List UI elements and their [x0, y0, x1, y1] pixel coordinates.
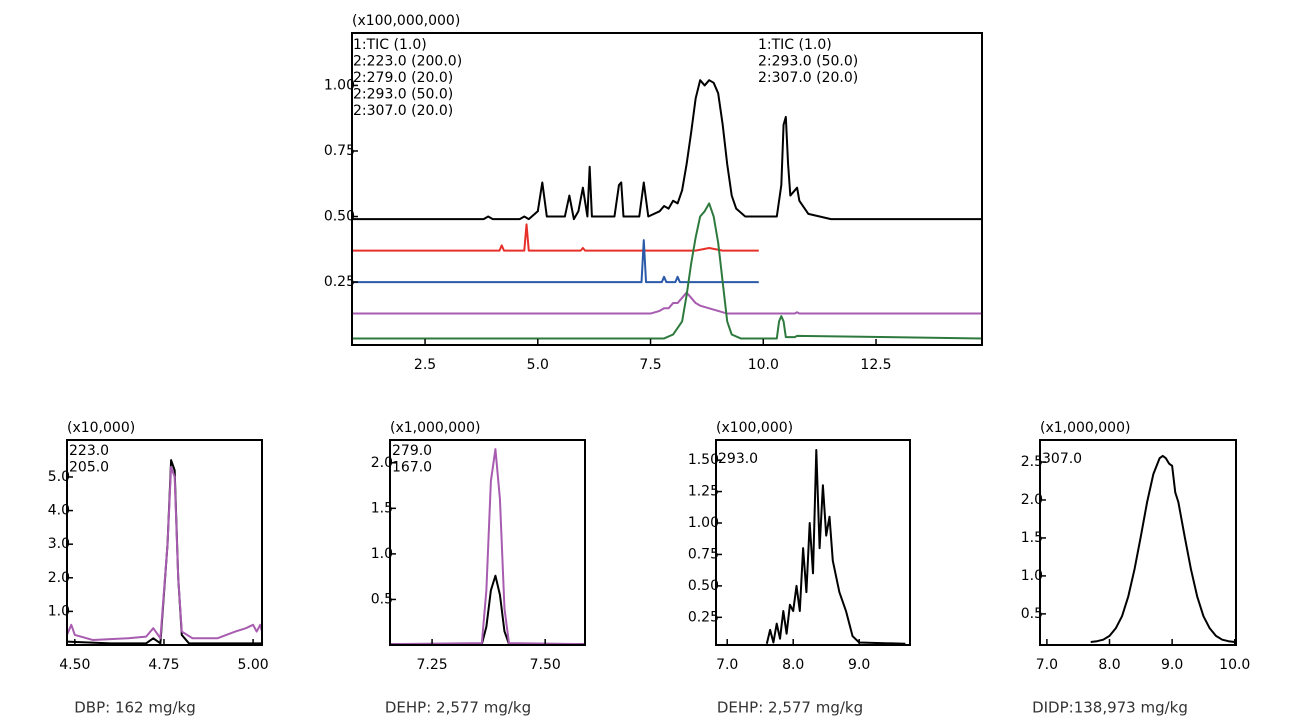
- x-tick-label: 12.5: [860, 357, 891, 373]
- y-tick-label: 1.0: [48, 603, 70, 619]
- caption: DEHP: 2,577 mg/kg: [385, 699, 531, 717]
- plot-frame: [351, 32, 983, 346]
- trace: [66, 459, 262, 645]
- x-tick-label: 5.00: [238, 657, 269, 673]
- plot-frame: [1039, 439, 1237, 646]
- legend-entry: 1:TIC (1.0): [758, 37, 832, 53]
- y-tick-label: 0.50: [324, 209, 355, 225]
- x-tick-label: 4.75: [148, 657, 179, 673]
- x-tick-label: 4.50: [59, 657, 90, 673]
- y-tick-label: 2.5: [1021, 454, 1043, 470]
- legend-entry: 2:279.0 (20.0): [353, 70, 453, 86]
- x-tick-label: 2.5: [414, 357, 436, 373]
- legend-entry: 293.0: [718, 451, 758, 467]
- scale-label: (x100,000,000): [352, 13, 460, 29]
- x-tick-label: 7.5: [639, 357, 661, 373]
- trace: [765, 449, 906, 645]
- trace: [352, 79, 982, 221]
- x-tick-label: 5.0: [527, 357, 549, 373]
- y-tick-label: 0.50: [688, 578, 719, 594]
- legend-entry: 2:293.0 (50.0): [758, 54, 858, 70]
- scale-label: (x1,000,000): [390, 420, 480, 436]
- y-tick-label: 3.0: [48, 536, 70, 552]
- y-tick-label: 0.5: [371, 591, 393, 607]
- y-tick-label: 1.5: [1021, 530, 1043, 546]
- scale-label: (x100,000): [716, 420, 793, 436]
- trace: [390, 574, 585, 646]
- x-tick-label: 7.0: [716, 657, 738, 673]
- y-tick-label: 0.75: [324, 143, 355, 159]
- trace: [66, 465, 263, 641]
- x-tick-label: 10.0: [1219, 657, 1250, 673]
- x-tick-label: 8.0: [1098, 657, 1120, 673]
- x-tick-label: 9.0: [848, 657, 870, 673]
- y-tick-label: 2.0: [371, 455, 393, 471]
- x-tick-label: 10.0: [748, 357, 779, 373]
- y-tick-label: 1.50: [688, 452, 719, 468]
- x-tick-label: 7.50: [530, 657, 561, 673]
- y-tick-label: 1.5: [371, 500, 393, 516]
- legend-entry: 2:223.0 (200.0): [353, 54, 462, 70]
- caption: DIDP:138,973 mg/kg: [1032, 699, 1188, 717]
- scale-label: (x1,000,000): [1040, 420, 1130, 436]
- y-tick-label: 1.0: [371, 546, 393, 562]
- legend-entry: 205.0: [69, 460, 109, 476]
- y-tick-label: 1.25: [688, 484, 719, 500]
- trace: [352, 291, 982, 315]
- trace: [352, 223, 759, 252]
- y-tick-label: 0.75: [688, 546, 719, 562]
- x-tick-label: 7.25: [416, 657, 447, 673]
- legend-entry: 2:307.0 (20.0): [353, 103, 453, 119]
- y-tick-label: 2.0: [48, 570, 70, 586]
- y-tick-label: 1.00: [688, 515, 719, 531]
- y-tick-label: 1.0: [1021, 568, 1043, 584]
- plot-frame: [715, 439, 911, 646]
- plot-frame: [389, 439, 586, 646]
- legend-entry: 167.0: [392, 460, 432, 476]
- y-tick-label: 0.25: [324, 274, 355, 290]
- legend-entry: 279.0: [392, 443, 432, 459]
- caption: DBP: 162 mg/kg: [74, 699, 196, 717]
- legend-entry: 307.0: [1042, 451, 1082, 467]
- y-tick-label: 1.00: [324, 77, 355, 93]
- y-tick-label: 4.0: [48, 503, 70, 519]
- trace: [352, 239, 759, 284]
- x-tick-label: 8.0: [782, 657, 804, 673]
- y-tick-label: 0.5: [1021, 606, 1043, 622]
- y-tick-label: 5.0: [48, 469, 70, 485]
- y-tick-label: 2.0: [1021, 492, 1043, 508]
- caption: DEHP: 2,577 mg/kg: [717, 699, 863, 717]
- legend-entry: 223.0: [69, 443, 109, 459]
- y-tick-label: 0.25: [688, 609, 719, 625]
- legend-entry: 1:TIC (1.0): [353, 37, 427, 53]
- x-tick-label: 7.0: [1036, 657, 1058, 673]
- legend-entry: 2:307.0 (20.0): [758, 70, 858, 86]
- x-tick-label: 9.0: [1161, 657, 1183, 673]
- trace: [352, 202, 983, 340]
- trace: [1090, 454, 1235, 643]
- legend-entry: 2:293.0 (50.0): [353, 87, 453, 103]
- trace: [389, 448, 586, 646]
- scale-label: (x10,000): [67, 420, 135, 436]
